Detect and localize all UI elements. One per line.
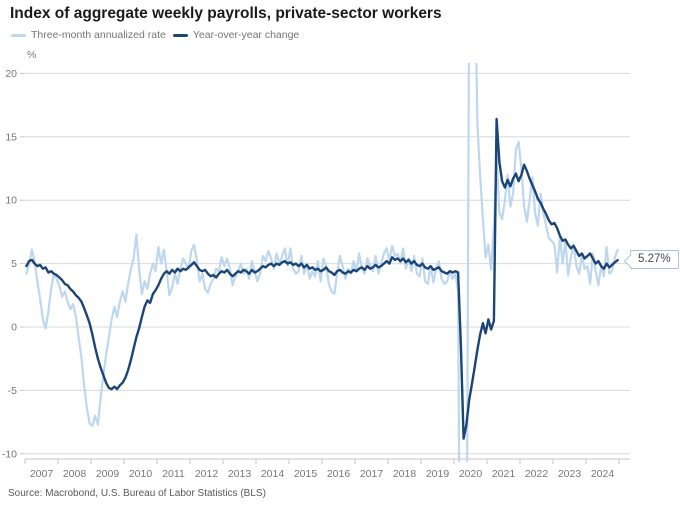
series-line-three-month-annualized (25, 63, 619, 462)
x-tick-label-2007: 2007 (30, 468, 54, 480)
y-tick-label: -10 (2, 448, 17, 460)
x-tick-label-2019: 2019 (426, 468, 450, 480)
legend-swatch-light-blue (11, 33, 26, 37)
x-tick-label-2009: 2009 (96, 468, 120, 480)
x-tick-label-2023: 2023 (558, 468, 582, 480)
x-tick-label-2016: 2016 (327, 468, 351, 480)
y-tick-label: 20 (5, 68, 17, 80)
legend-label: Year-over-year change (192, 29, 300, 41)
last-value-text: 5.27% (638, 253, 671, 265)
x-tick-label-2021: 2021 (492, 468, 516, 480)
x-tick-label-2018: 2018 (393, 468, 417, 480)
x-tick-label-2008: 2008 (63, 468, 87, 480)
series-line-year-over-year (25, 117, 619, 440)
legend: Three-month annualized rate Year-over-ye… (11, 29, 299, 41)
last-value-callout: 5.27% (623, 250, 679, 269)
x-tick-label-2024: 2024 (591, 468, 615, 480)
legend-swatch-dark-blue (172, 33, 188, 37)
y-tick-label: 5 (11, 258, 17, 270)
x-tick-label-2017: 2017 (360, 468, 384, 480)
y-tick-label: 0 (11, 322, 17, 334)
chart-title: Index of aggregate weekly payrolls, priv… (10, 5, 442, 22)
source-attribution: Source: Macrobond, U.S. Bureau of Labor … (8, 488, 266, 499)
y-tick-label: 15 (5, 131, 17, 143)
x-tick-label-2013: 2013 (228, 468, 252, 480)
legend-label: Three-month annualized rate (31, 29, 166, 41)
y-tick-label: 10 (5, 195, 17, 207)
x-tick-label-2014: 2014 (261, 468, 285, 480)
x-tick-label-2011: 2011 (162, 468, 185, 480)
y-tick-label: -5 (8, 385, 17, 397)
x-tick-label-2010: 2010 (129, 468, 153, 480)
x-tick-label-2020: 2020 (459, 468, 483, 480)
x-tick-label-2022: 2022 (525, 468, 549, 480)
legend-item-year-over-year: Year-over-year change (172, 29, 300, 41)
legend-item-three-month: Three-month annualized rate (11, 29, 166, 41)
y-axis-unit-label: % (27, 49, 36, 61)
x-tick-label-2012: 2012 (195, 468, 219, 480)
x-tick-label-2015: 2015 (294, 468, 318, 480)
